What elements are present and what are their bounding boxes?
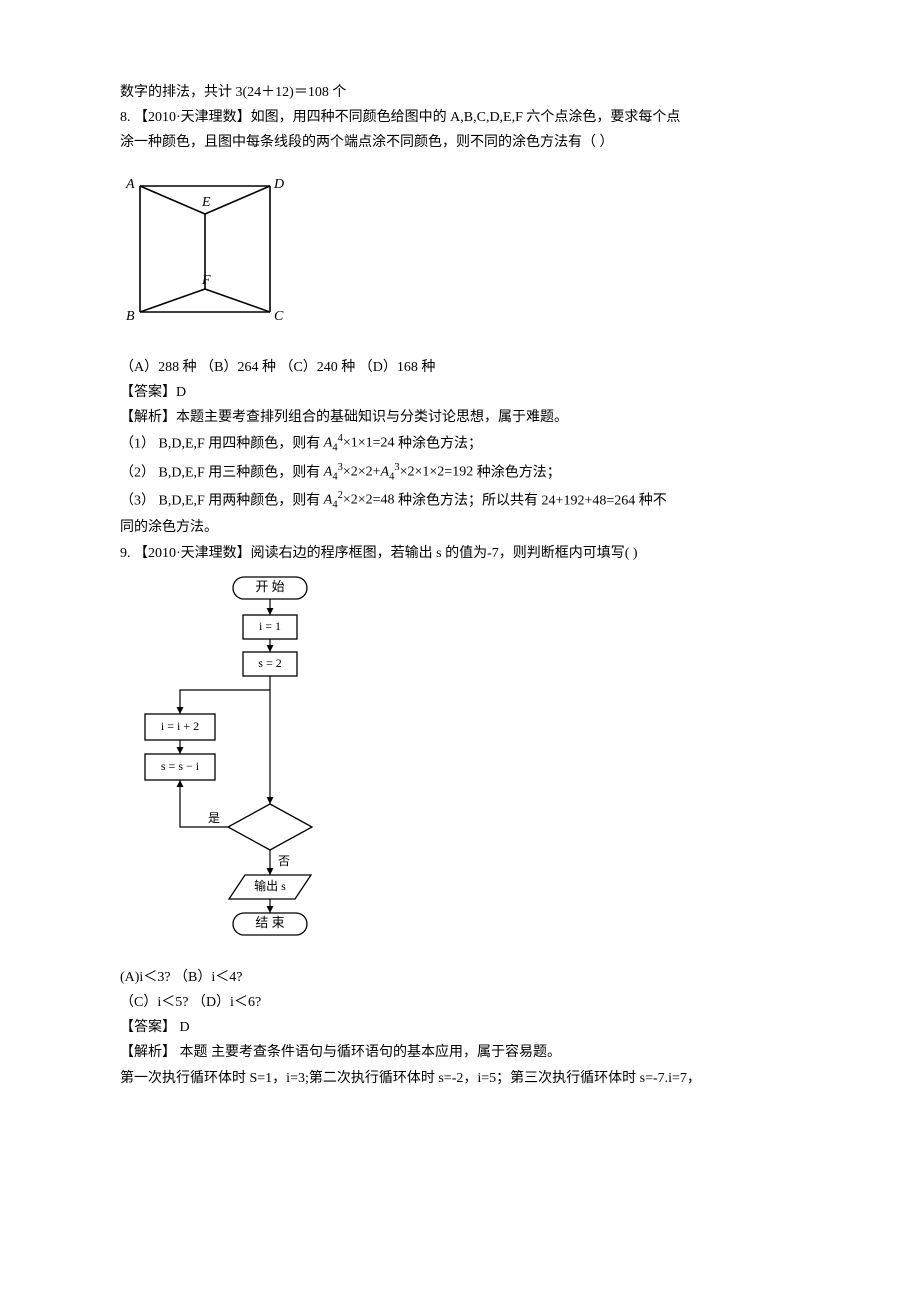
svg-text:i = i + 2: i = i + 2 — [161, 718, 199, 732]
q9-answer: 【答案】 D — [120, 1015, 810, 1040]
svg-text:否: 否 — [278, 853, 290, 867]
svg-text:E: E — [201, 195, 211, 210]
q9-stem: 9. 【2010·天津理数】阅读右边的程序框图，若输出 s 的值为-7，则判断框… — [120, 541, 810, 566]
analysis-label: 【解析】 — [120, 410, 176, 425]
analysis-text: 本题主要考查排列组合的基础知识与分类讨论思想，属于难题。 — [176, 410, 568, 425]
q8-answer: 【答案】D — [120, 380, 810, 405]
q9-choices-a: (A)i＜3? （B）i＜4? — [120, 965, 810, 990]
q9-flowchart: 开 始 i = 1 s = 2 i = i + 2 s = s − i 输出 s 结 束 否 是 — [120, 572, 810, 961]
q9-run: 第一次执行循环体时 S=1，i=3;第二次执行循环体时 s=-2，i=5；第三次… — [120, 1066, 810, 1091]
q8-case2: （2） B,D,E,F 用三种颜色，则有 A43×2×2+A43×2×1×2=1… — [120, 459, 810, 487]
svg-text:是: 是 — [208, 810, 220, 824]
q9-flowchart-svg: 开 始 i = 1 s = 2 i = i + 2 s = s − i 输出 s 结 束 否 是 — [120, 572, 380, 952]
svg-text:D: D — [273, 177, 284, 192]
q8-analysis: 【解析】本题主要考查排列组合的基础知识与分类讨论思想，属于难题。 — [120, 405, 810, 430]
svg-text:F: F — [201, 273, 211, 288]
answer-label: 【答案】 — [120, 385, 176, 400]
q9-analysis: 【解析】 本题 主要考查条件语句与循环语句的基本应用，属于容易题。 — [120, 1040, 810, 1065]
svg-text:A: A — [125, 177, 135, 192]
answer-value: D — [176, 1020, 190, 1035]
answer-value: D — [176, 385, 186, 400]
formula-2: A43×2×2+A43×2×1×2=192 — [324, 459, 473, 487]
case-suffix: 种涂色方法； — [477, 465, 561, 480]
q8-case3: （3） B,D,E,F 用两种颜色，则有 A42×2×2=48 种涂色方法；所以… — [120, 487, 810, 515]
q8-diagram-svg: A B C D E F — [120, 164, 290, 334]
q8-choices: （A）288 种 （B）264 种 （C）240 种 （D）168 种 — [120, 355, 810, 380]
svg-text:s = s − i: s = s − i — [161, 758, 200, 772]
case-prefix: （2） B,D,E,F 用三种颜色，则有 — [120, 465, 320, 480]
q9-choices-b: （C）i＜5? （D）i＜6? — [120, 990, 810, 1015]
q8-stem-line2: 涂一种颜色，且图中每条线段的两个端点涂不同颜色，则不同的涂色方法有（ ） — [120, 130, 810, 155]
case-suffix: 种涂色方法； — [398, 437, 482, 452]
case-prefix: （3） B,D,E,F 用两种颜色，则有 — [120, 493, 320, 508]
svg-text:结 束: 结 束 — [255, 915, 284, 930]
svg-text:输出 s: 输出 s — [254, 877, 286, 892]
svg-text:i = 1: i = 1 — [259, 618, 281, 632]
svg-text:开 始: 开 始 — [255, 579, 284, 594]
svg-text:C: C — [274, 309, 284, 324]
analysis-text: 本题 主要考查条件语句与循环语句的基本应用，属于容易题。 — [176, 1045, 561, 1060]
q8-diagram: A B C D E F — [120, 164, 810, 343]
analysis-label: 【解析】 — [120, 1045, 176, 1060]
formula-3: A42×2×2=48 — [324, 487, 395, 515]
case-suffix: 种涂色方法；所以共有 24+192+48=264 种不 — [398, 493, 667, 508]
case-prefix: （1） B,D,E,F 用四种颜色，则有 — [120, 437, 320, 452]
formula-1: A44×1×1=24 — [324, 430, 395, 458]
q8-case3-tail: 同的涂色方法。 — [120, 515, 810, 540]
svg-text:s = 2: s = 2 — [258, 655, 281, 669]
svg-text:B: B — [126, 309, 135, 324]
q8-case1: （1） B,D,E,F 用四种颜色，则有 A44×1×1=24 种涂色方法； — [120, 430, 810, 458]
prev-page-tail: 数字的排法，共计 3(24＋12)＝108 个 — [120, 80, 810, 105]
q8-stem-line1: 8. 【2010·天津理数】如图，用四种不同颜色给图中的 A,B,C,D,E,F… — [120, 105, 810, 130]
answer-label: 【答案】 — [120, 1020, 176, 1035]
